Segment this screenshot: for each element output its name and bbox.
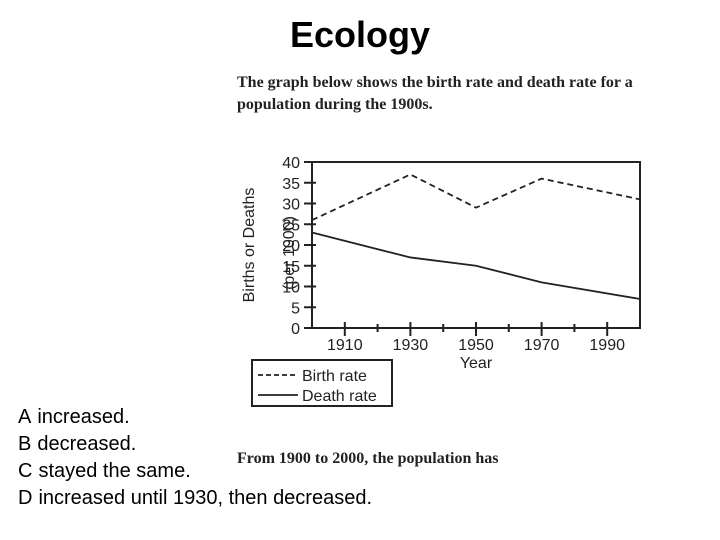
y-tick-label: 30 [282,197,300,214]
y-axis-unit-label: (per 1000) [281,216,298,290]
legend-label-1: Death rate [302,388,377,405]
x-axis-label: Year [460,355,493,372]
y-tick-label: 5 [291,300,300,317]
legend-box [251,359,393,407]
y-tick-label: 35 [282,176,300,193]
y-axis-label: Births or Deaths [241,188,258,303]
x-tick-label: 1970 [524,337,560,354]
y-tick-label: 40 [282,155,300,172]
y-tick-label: 10 [282,280,300,297]
y-tick-label: 15 [282,259,300,276]
x-tick-label: 1930 [393,337,429,354]
y-tick-label: 25 [282,217,300,234]
y-tick-label: 20 [282,238,300,255]
y-tick-label: 0 [291,321,300,338]
x-tick-label: 1910 [327,337,363,354]
population-chart: 0 5 10 15 20 25 30 35 40 1910 1930 1950 1970 1990 Year… [241,155,641,407]
prompt-text: From 1900 to 2000, the population has [237,450,499,467]
legend-label-0: Birth rate [302,368,367,385]
x-tick-label: 1950 [458,337,494,354]
question-text: The graph below shows the birth rate and… [237,74,633,113]
series-line-0 [311,173,641,221]
x-tick-label: 1990 [589,337,625,354]
slide-title: Ecology [289,14,431,55]
series-line-1 [311,231,641,300]
